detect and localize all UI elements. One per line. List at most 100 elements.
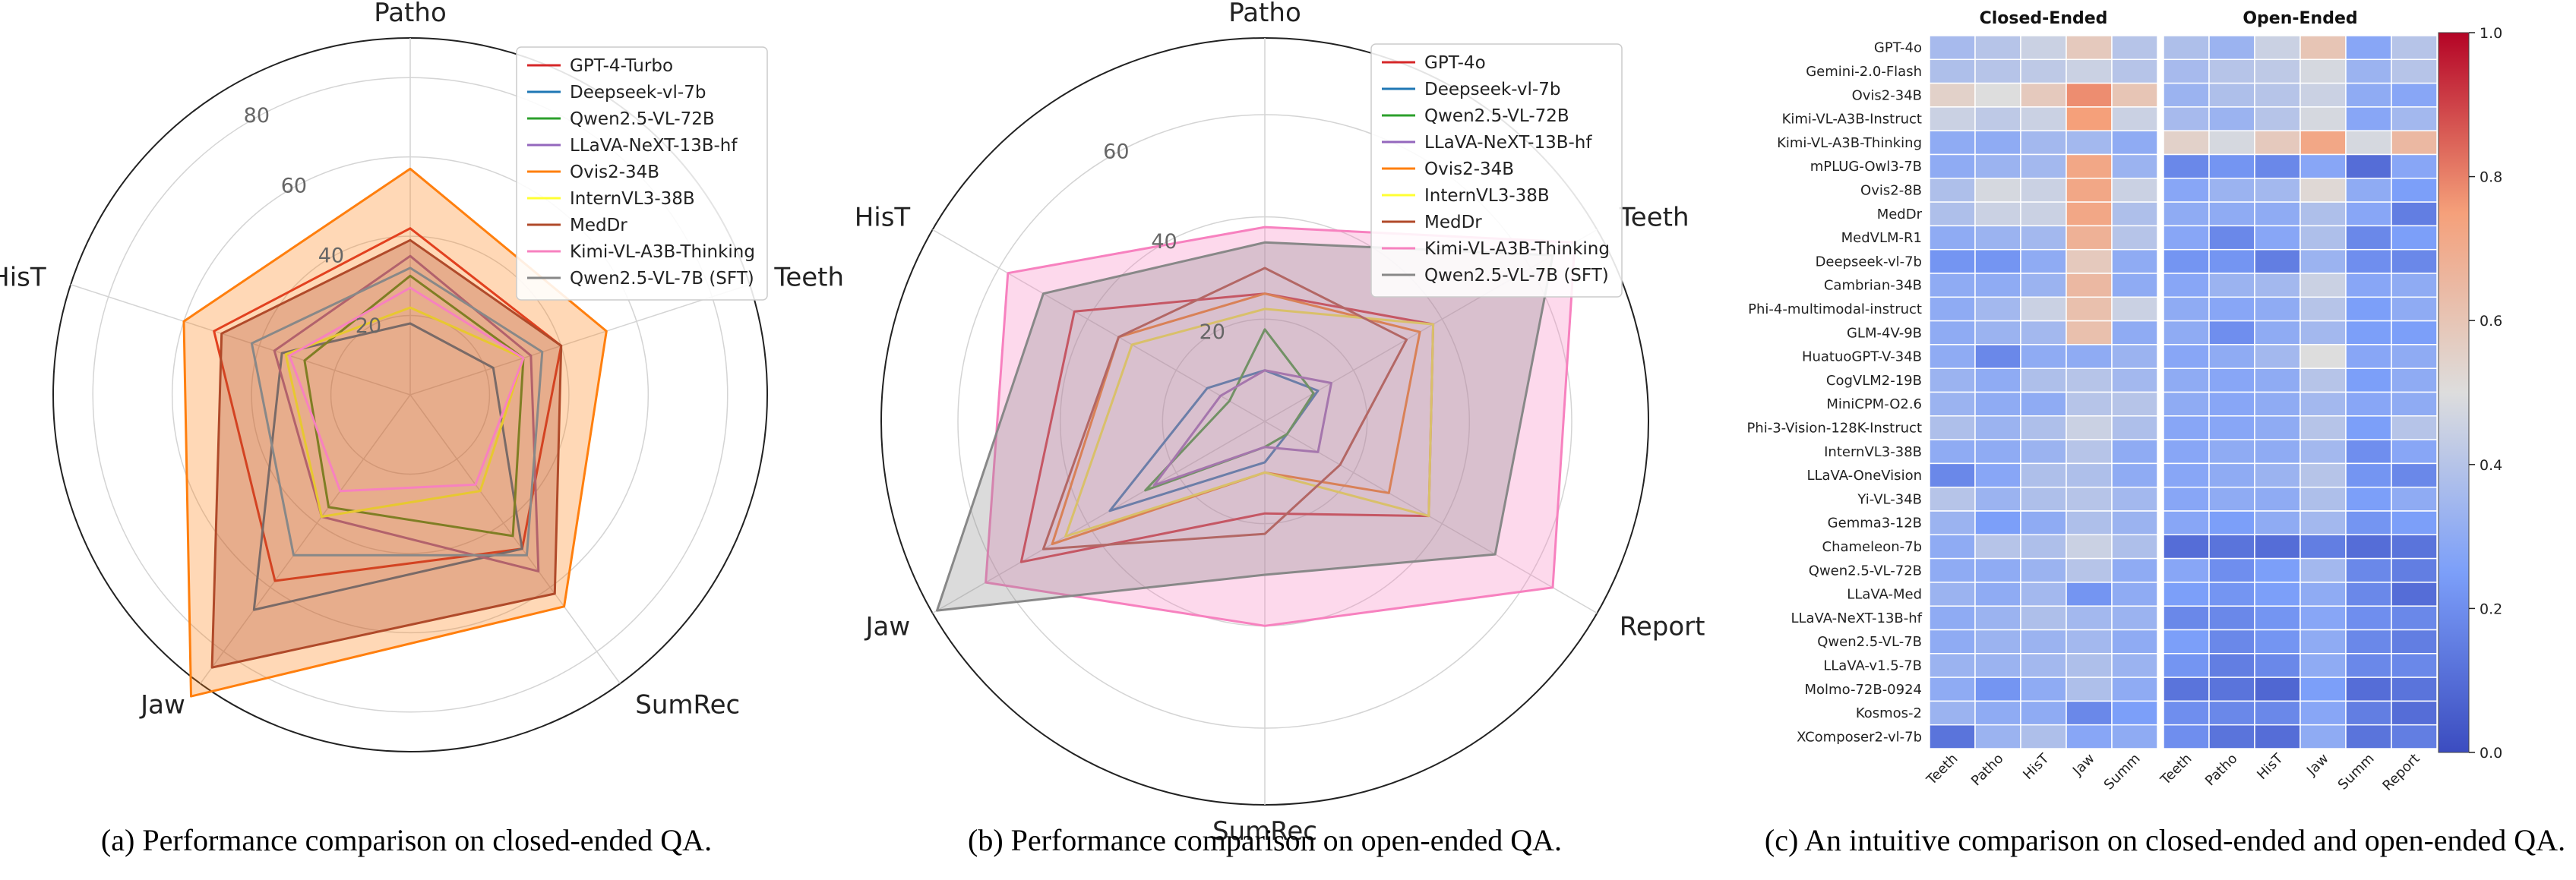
- series-deepseek-vl-7b: [1108, 369, 1320, 513]
- heatmap-cell: [2208, 534, 2255, 560]
- heatmap-cell: [2020, 58, 2067, 84]
- heatmap-cell: [2111, 130, 2158, 156]
- heatmap-cell: [2066, 178, 2113, 203]
- row-label: GLM-4V-9B: [1847, 325, 1922, 341]
- heatmap-cell: [2299, 653, 2347, 678]
- heatmap-cell: [1929, 367, 1976, 393]
- heatmap-cell: [2345, 153, 2392, 179]
- heatmap-cell: [2391, 273, 2438, 298]
- heatmap-cell: [2391, 248, 2438, 274]
- heatmap-cell: [2020, 700, 2067, 726]
- heatmap-cell: [2208, 130, 2255, 156]
- heatmap-cell: [1929, 534, 1976, 560]
- row-label: MedVLM-R1: [1841, 230, 1922, 246]
- heatmap-cell: [1974, 178, 2021, 203]
- heatmap-cell: [2345, 296, 2392, 322]
- heatmap-cell: [2391, 58, 2438, 84]
- radial-tick-label: 60: [1103, 140, 1129, 163]
- heatmap-cell: [1929, 201, 1976, 227]
- heatmap-cell: [1974, 653, 2021, 678]
- radial-tick-label: 20: [1199, 320, 1225, 344]
- heatmap-cell: [2066, 367, 2113, 393]
- heatmap-cell: [1974, 82, 2021, 108]
- heatmap-cell: [2020, 582, 2067, 607]
- axis-label-sumrec: SumRec: [635, 690, 740, 721]
- row-label: InternVL3-38B: [1824, 444, 1922, 460]
- heatmap-cell: [2254, 58, 2301, 84]
- heatmap-cell: [2391, 320, 2438, 345]
- heatmap-cell: [1929, 653, 1976, 678]
- column-label: Jaw: [2303, 751, 2332, 780]
- heatmap-cell: [2066, 201, 2113, 227]
- row-label: Molmo-72B-0924: [1805, 682, 1922, 698]
- heatmap-cell: [2163, 35, 2210, 61]
- heatmap-cell: [1974, 248, 2021, 274]
- heatmap-cell: [2066, 582, 2113, 607]
- heatmap-cell: [2208, 296, 2255, 322]
- heatmap-cell: [2254, 582, 2301, 607]
- heatmap-cell: [2391, 557, 2438, 583]
- heatmap-cell: [2299, 462, 2347, 488]
- axis-label-patho: Patho: [374, 0, 447, 28]
- row-label: MedDr: [1877, 207, 1923, 222]
- heatmap-cell: [1929, 178, 1976, 203]
- radar-chart-closed-ended: 20 40 60 80 Patho Teeth SumRec Jaw HisT GPT-4-Tur…: [0, 0, 844, 752]
- legend-entry: InternVL3-38B: [570, 189, 695, 209]
- heatmap-cell: [2020, 486, 2067, 512]
- heatmap-cell: [2391, 629, 2438, 654]
- heatmap-cell: [2066, 58, 2113, 84]
- heatmap-cell: [1929, 153, 1976, 179]
- legend-entry: MedDr: [570, 216, 627, 235]
- heatmap-cell: [2345, 58, 2392, 84]
- axis-label-hist: HisT: [855, 203, 911, 233]
- heatmap-cell: [2345, 605, 2392, 631]
- group-title-closed-ended: Closed-Ended: [1980, 9, 2108, 28]
- heatmap-cell: [2208, 510, 2255, 536]
- heatmap-cell: [2391, 605, 2438, 631]
- row-label: Phi-3-Vision-128K-Instruct: [1746, 420, 1922, 436]
- heatmap-cell: [2254, 35, 2301, 61]
- heatmap-cell: [2111, 273, 2158, 298]
- heatmap-cell: [2391, 653, 2438, 678]
- heatmap-cell: [2066, 462, 2113, 488]
- axis-label-sumrec: SumRec: [1212, 816, 1317, 847]
- row-label: Chameleon-7b: [1822, 539, 1922, 555]
- heatmap-cell: [1974, 629, 2021, 654]
- series-gpt-4-turbo: [213, 227, 563, 582]
- heatmap-cell: [2066, 724, 2113, 749]
- heatmap-cell: [2345, 178, 2392, 203]
- heatmap-cell: [2163, 153, 2210, 179]
- heatmap-cell: [2111, 653, 2158, 678]
- heatmap-cell: [2299, 439, 2347, 465]
- heatmap-cell: [2345, 700, 2392, 726]
- heatmap-cell: [2111, 201, 2158, 227]
- heatmap-cell: [2066, 35, 2113, 61]
- heatmap-cell: [2066, 248, 2113, 274]
- heatmap-cell: [2066, 605, 2113, 631]
- heatmap-cell: [1929, 35, 1976, 61]
- heatmap-cell: [2066, 677, 2113, 702]
- caption-b: (b) Performance comparison on open-ended…: [968, 823, 1562, 857]
- column-label: HisT: [2020, 750, 2053, 783]
- heatmap-cell: [2020, 439, 2067, 465]
- heatmap-cell: [2066, 415, 2113, 440]
- heatmap-cell: [2066, 439, 2113, 465]
- heatmap-cell: [2020, 153, 2067, 179]
- heatmap-cell: [1929, 106, 1976, 131]
- heatmap-cell: [1974, 557, 2021, 583]
- column-label: Patho: [1968, 751, 2007, 790]
- heatmap-cell: [2254, 344, 2301, 369]
- heatmap-cell: [2391, 510, 2438, 536]
- row-label: Phi-4-multimodal-instruct: [1748, 301, 1922, 317]
- heatmap-cell: [2111, 557, 2158, 583]
- heatmap-cell: [2254, 201, 2301, 227]
- column-label: Report: [2379, 751, 2423, 794]
- heatmap-cell: [1974, 344, 2021, 369]
- heatmap-cell: [2066, 629, 2113, 654]
- heatmap-cell: [2208, 724, 2255, 749]
- heatmap-cell: [2111, 225, 2158, 251]
- legend-box: [1370, 43, 1623, 298]
- heatmap-cell: [2020, 557, 2067, 583]
- heatmap-cell: [2111, 248, 2158, 274]
- heatmap-cell: [2345, 82, 2392, 108]
